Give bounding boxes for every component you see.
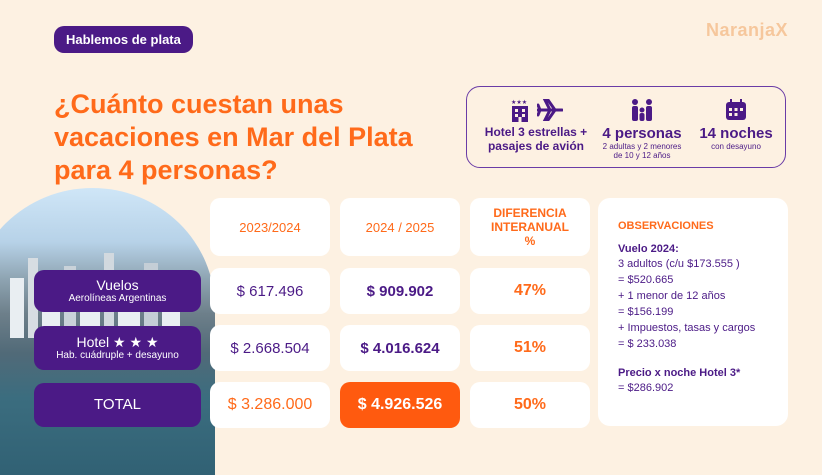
row-label-total: TOTAL — [34, 383, 201, 427]
row-label-hotel: Hotel ★ ★ ★ Hab. cuádruple + desayuno — [34, 326, 201, 370]
info-nights-sub: con desayuno — [711, 142, 761, 151]
flights-2024: $ 909.902 — [340, 268, 460, 314]
svg-text:★★★: ★★★ — [511, 99, 527, 106]
flight-title: Vuelo 2024: — [618, 243, 679, 255]
hotel-icon: ★★★ — [511, 99, 528, 122]
info-nights: 14 noches con desayuno — [693, 95, 779, 151]
total-2023: $ 3.286.000 — [210, 382, 330, 428]
col-header-2023: 2023/2024 — [210, 198, 330, 256]
info-nights-text: 14 noches — [699, 125, 773, 142]
total-diff: 50% — [470, 382, 590, 428]
row-label-flights: Vuelos Aerolíneas Argentinas — [34, 270, 201, 312]
obs-line: = $520.665 — [618, 274, 674, 286]
obs-line: + Impuestos, tasas y cargos — [618, 322, 756, 334]
hotel-2024: $ 4.016.624 — [340, 325, 460, 371]
observations-header: OBSERVACIONES — [618, 220, 714, 232]
col-header-diff: DIFERENCIA INTERANUAL % — [470, 198, 590, 256]
obs-line: = $156.199 — [618, 306, 674, 318]
info-people-sub: 2 adultas y 2 menores de 10 y 12 años — [602, 142, 682, 160]
info-hotel-flights-text: Hotel 3 estrellas + pasajes de avión — [484, 125, 588, 153]
observations-panel: OBSERVACIONES Vuelo 2024: 3 adultos (c/u… — [598, 198, 788, 426]
calendar-icon — [726, 99, 746, 120]
family-icon — [632, 99, 652, 121]
naranjax-logo: NaranjaX — [705, 20, 788, 40]
hotel-2023: $ 2.668.504 — [210, 325, 330, 371]
airplane-icon — [537, 99, 563, 121]
info-hotel-flights: ★★★ Hotel 3 estrellas + pasajes de avión — [477, 95, 595, 153]
total-2024: $ 4.926.526 — [340, 382, 460, 428]
info-people-text: 4 personas — [602, 125, 682, 142]
flights-2023: $ 617.496 — [210, 268, 330, 314]
hotel-diff: 51% — [470, 325, 590, 371]
col-header-2024: 2024 / 2025 — [340, 198, 460, 256]
hotel-price-value: = $286.902 — [618, 382, 674, 394]
obs-line: = $ 233.038 — [618, 338, 677, 350]
hotel-price-title: Precio x noche Hotel 3* — [618, 367, 741, 379]
section-tag: Hablemos de plata — [54, 26, 193, 53]
flights-diff: 47% — [470, 268, 590, 314]
trip-info-box: ★★★ Hotel 3 estrellas + pasajes de avión… — [466, 86, 786, 168]
info-people: 4 personas 2 adultas y 2 menores de 10 y… — [599, 95, 685, 160]
obs-line: + 1 menor de 12 años — [618, 290, 726, 302]
obs-line: 3 adultos (c/u $173.555 ) — [618, 258, 740, 270]
page-title: ¿Cuánto cuestan unas vacaciones en Mar d… — [54, 89, 413, 185]
